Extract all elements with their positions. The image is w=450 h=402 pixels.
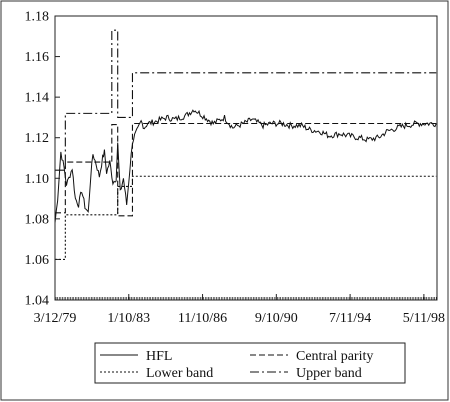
y-tick-label: 1.04 (25, 294, 50, 309)
x-tick-label: 1/10/83 (107, 311, 150, 326)
legend-label: HFL (146, 349, 172, 364)
legend-box (94, 342, 406, 384)
y-axis: 1.04 1.06 1.08 1.10 1.12 1.14 1.16 1.18 (25, 10, 60, 309)
x-tick-label: 7/11/94 (329, 311, 371, 326)
plot-frame (54, 15, 438, 301)
series-line-lower-band (55, 175, 437, 260)
y-tick-label: 1.10 (25, 172, 50, 187)
x-tick-label: 5/11/98 (403, 311, 445, 326)
series-line-central-parity (55, 122, 437, 217)
legend-label: Upper band (296, 366, 362, 381)
y-tick-label: 1.18 (25, 10, 50, 25)
y-tick-label: 1.12 (25, 131, 50, 146)
x-tick-label: 9/10/90 (255, 311, 298, 326)
x-axis: 3/12/79 1/10/83 11/10/86 9/10/90 7/11/94 5/11… (34, 294, 445, 326)
legend: HFL Central parity Lower band Upper band (94, 342, 406, 384)
series-line-upper-band (55, 29, 437, 171)
y-tick-label: 1.08 (25, 212, 50, 227)
plot-area: 1.04 1.06 1.08 1.10 1.12 1.14 1.16 1.18 3/12/79… (25, 10, 446, 327)
y-tick-label: 1.06 (25, 253, 50, 268)
series-layer (54, 29, 437, 260)
legend-label: Central parity (296, 349, 373, 364)
x-tick-label: 3/12/79 (34, 311, 77, 326)
legend-label: Lower band (146, 366, 213, 381)
x-tick-label: 11/10/86 (178, 311, 227, 326)
y-tick-label: 1.14 (25, 91, 50, 106)
y-tick-label: 1.16 (25, 50, 50, 65)
series-line-hfl (54, 109, 437, 224)
